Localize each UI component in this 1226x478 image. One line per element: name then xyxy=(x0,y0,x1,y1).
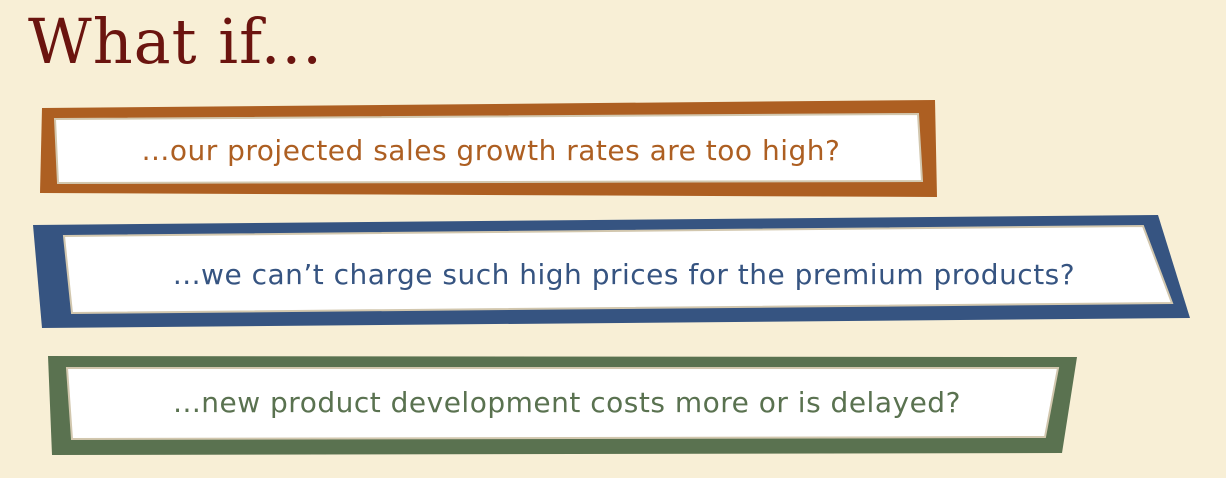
what-if-item-1: ...our projected sales growth rates are … xyxy=(141,133,841,167)
what-if-item-2: ...we can’t charge such high prices for … xyxy=(172,257,1076,291)
what-if-item-3: ...new product development costs more or… xyxy=(173,385,961,419)
slide-title: What if... xyxy=(28,5,323,78)
